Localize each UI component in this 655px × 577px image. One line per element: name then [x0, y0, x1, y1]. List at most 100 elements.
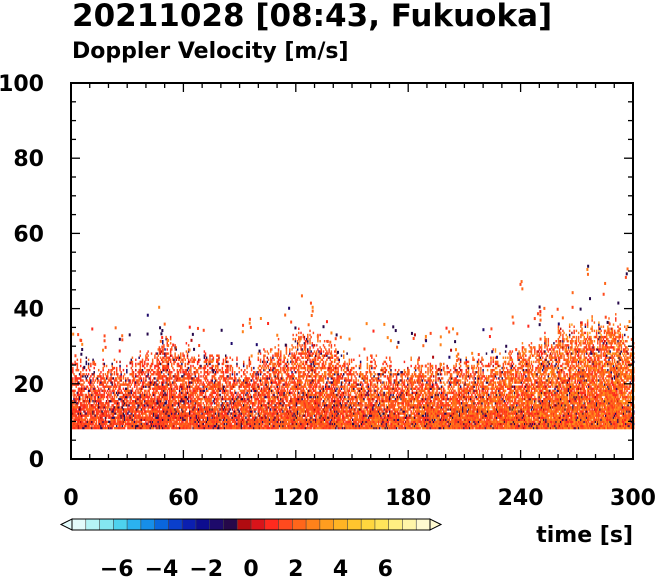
- velocity-cell: [202, 422, 204, 426]
- velocity-cell: [235, 420, 237, 424]
- velocity-cell: [142, 404, 145, 407]
- velocity-cell: [129, 373, 131, 376]
- velocity-cell: [158, 350, 161, 353]
- velocity-cell: [190, 366, 192, 370]
- velocity-cell: [154, 420, 156, 424]
- velocity-cell: [139, 366, 142, 370]
- velocity-cell: [266, 410, 269, 413]
- velocity-cell: [75, 377, 77, 380]
- velocity-cell: [259, 360, 262, 364]
- velocity-cell: [167, 406, 170, 409]
- velocity-cell: [246, 424, 248, 428]
- velocity-cell: [86, 418, 89, 421]
- velocity-cell: [265, 404, 267, 407]
- velocity-cell: [157, 426, 160, 430]
- velocity-cell: [140, 420, 143, 424]
- velocity-cell: [104, 412, 107, 415]
- velocity-cell: [121, 391, 124, 395]
- velocity-cell: [123, 424, 126, 428]
- velocity-cell: [154, 364, 156, 368]
- velocity-cell: [100, 412, 102, 415]
- velocity-cell: [115, 404, 118, 407]
- velocity-cell: [150, 412, 153, 415]
- velocity-cell: [110, 385, 112, 388]
- velocity-cell: [112, 420, 115, 424]
- velocity-cell: [160, 426, 163, 430]
- velocity-cell: [260, 371, 263, 374]
- velocity-cell: [127, 399, 129, 403]
- velocity-cell: [124, 393, 127, 397]
- velocity-cell: [278, 406, 281, 409]
- velocity-cell: [127, 406, 129, 409]
- velocity-cell: [137, 414, 139, 417]
- velocity-cell: [139, 414, 142, 417]
- velocity-cell: [254, 404, 256, 407]
- velocity-cell: [128, 393, 130, 397]
- velocity-cell: [247, 379, 249, 382]
- velocity-cell: [108, 387, 110, 390]
- velocity-cell: [82, 373, 84, 376]
- velocity-cell: [147, 381, 149, 384]
- velocity-cell: [79, 389, 82, 393]
- velocity-cell: [190, 424, 192, 428]
- velocity-cell: [128, 402, 130, 405]
- velocity-cell: [282, 385, 284, 388]
- velocity-cell: [217, 408, 219, 411]
- velocity-cell: [231, 373, 234, 376]
- velocity-cell: [211, 381, 213, 384]
- velocity-cell: [124, 387, 127, 390]
- velocity-cell: [186, 416, 189, 419]
- velocity-cell: [222, 371, 225, 374]
- velocity-cell: [101, 422, 103, 426]
- velocity-cell: [136, 397, 138, 401]
- velocity-cell: [204, 379, 207, 382]
- velocity-cell: [136, 385, 138, 388]
- velocity-cell: [77, 414, 80, 417]
- velocity-cell: [283, 368, 285, 372]
- velocity-cell: [167, 414, 170, 417]
- velocity-cell: [104, 379, 107, 382]
- velocity-cell: [151, 397, 154, 401]
- velocity-cell: [139, 393, 142, 397]
- velocity-cell: [164, 416, 166, 419]
- velocity-cell: [298, 366, 300, 370]
- velocity-cell: [280, 352, 282, 355]
- velocity-cell: [85, 424, 88, 428]
- velocity-cell: [108, 420, 110, 424]
- velocity-cell: [78, 389, 81, 393]
- velocity-cell: [86, 379, 89, 382]
- velocity-cell: [146, 414, 148, 417]
- velocity-cell: [90, 414, 92, 417]
- velocity-cell: [148, 377, 151, 380]
- velocity-cell: [254, 414, 256, 417]
- velocity-cell: [224, 387, 227, 390]
- velocity-cell: [250, 379, 253, 382]
- velocity-cell: [165, 410, 167, 413]
- velocity-cell: [257, 404, 260, 407]
- velocity-cell: [75, 375, 77, 378]
- velocity-cell: [75, 406, 77, 409]
- velocity-cell: [121, 418, 124, 421]
- velocity-cell: [184, 362, 186, 366]
- velocity-cell: [121, 414, 124, 417]
- velocity-cell: [264, 368, 266, 372]
- velocity-cell: [138, 412, 140, 415]
- velocity-cell: [114, 410, 117, 413]
- velocity-cell: [115, 426, 118, 430]
- velocity-cell: [300, 406, 302, 409]
- velocity-cell: [122, 383, 125, 386]
- velocity-cell: [72, 406, 74, 409]
- velocity-cell: [207, 385, 209, 388]
- velocity-cell: [231, 366, 234, 370]
- velocity-cell: [76, 404, 79, 407]
- velocity-cell: [169, 418, 172, 421]
- velocity-cell: [84, 424, 86, 428]
- velocity-cell: [77, 399, 80, 403]
- velocity-cell: [79, 422, 82, 426]
- velocity-cell: [205, 395, 208, 399]
- velocity-cell: [277, 420, 280, 424]
- velocity-cell: [233, 399, 236, 403]
- velocity-cell: [146, 418, 148, 421]
- velocity-cell: [83, 402, 85, 405]
- velocity-cell: [307, 368, 309, 372]
